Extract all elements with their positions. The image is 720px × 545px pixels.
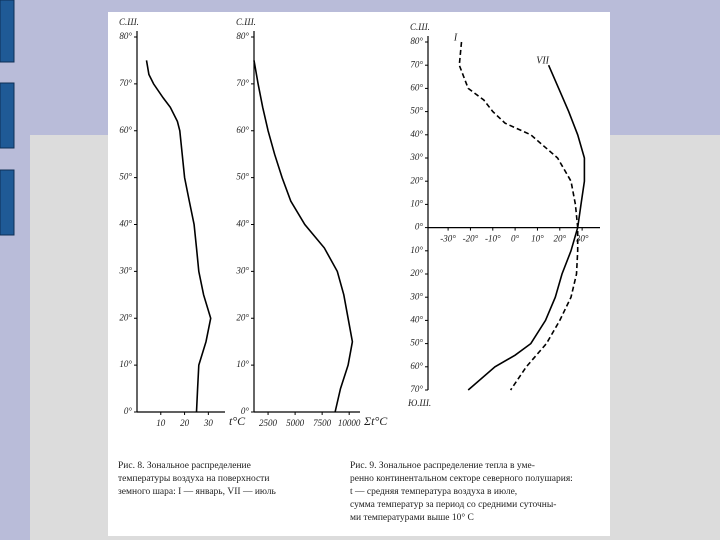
y-tick-label: 40° bbox=[119, 219, 132, 229]
caption-line: Рис. 9. Зональное распределение тепла в … bbox=[350, 461, 535, 471]
x-tick-label: 10 bbox=[156, 418, 166, 428]
y-tick-label: 70° bbox=[119, 78, 132, 88]
top-label: С.Ш. bbox=[236, 17, 256, 27]
y-tick-label: 50° bbox=[236, 172, 249, 182]
y-tick-label: 50° bbox=[410, 106, 423, 116]
y-tick-label: 40° bbox=[410, 314, 423, 324]
y-tick-label: 10° bbox=[410, 245, 423, 255]
x-tick-label: -10° bbox=[485, 234, 501, 244]
y-tick-label: 80° bbox=[236, 31, 249, 41]
y-tick-label: 50° bbox=[410, 338, 423, 348]
y-tick-label: 80° bbox=[410, 36, 423, 46]
x-tick-label: -20° bbox=[463, 234, 479, 244]
caption-line: t — средняя температура воздуха в июле, bbox=[350, 487, 517, 497]
caption-line: ренно континентальном секторе северного … bbox=[350, 474, 573, 484]
y-tick-label: 70° bbox=[410, 384, 423, 394]
series-line bbox=[253, 60, 354, 413]
x-tick-label: 10000 bbox=[338, 418, 361, 428]
y-tick-label: 20° bbox=[410, 268, 423, 278]
y-tick-label: 60° bbox=[119, 125, 132, 135]
x-tick-label: 5000 bbox=[286, 418, 305, 428]
scan-page bbox=[108, 12, 610, 536]
top-label: С.Ш. bbox=[119, 17, 139, 27]
x-tick-label: 7500 bbox=[313, 418, 332, 428]
y-tick-label: 30° bbox=[409, 291, 423, 301]
top-label: С.Ш. bbox=[410, 22, 430, 32]
x-tick-label: 30° bbox=[575, 234, 589, 244]
caption-line: Рис. 8. Зональное распределение bbox=[118, 461, 251, 471]
side-tab bbox=[0, 82, 15, 149]
y-tick-label: 0° bbox=[415, 222, 424, 232]
series-line bbox=[458, 41, 579, 391]
series-line bbox=[145, 60, 212, 413]
y-tick-label: 30° bbox=[118, 265, 132, 275]
x-tick-label: 20 bbox=[180, 418, 190, 428]
caption-line: сумма температур за период со средними с… bbox=[350, 500, 556, 510]
x-tick-label: 20° bbox=[553, 234, 566, 244]
y-tick-label: 20° bbox=[410, 175, 423, 185]
x-tick-label: 10° bbox=[531, 234, 544, 244]
y-tick-label: 80° bbox=[119, 31, 132, 41]
x-tick-label: 30 bbox=[203, 418, 214, 428]
x-axis-label: Σt°C bbox=[363, 414, 388, 428]
x-axis-label: t°C bbox=[229, 414, 246, 428]
y-tick-label: 10° bbox=[410, 198, 423, 208]
y-tick-label: 70° bbox=[236, 78, 249, 88]
y-tick-label: 50° bbox=[119, 172, 132, 182]
series-label: I bbox=[453, 32, 458, 43]
side-tab bbox=[0, 169, 15, 236]
caption-line: земного шара: I — январь, VII — июль bbox=[118, 487, 277, 497]
y-tick-label: 10° bbox=[236, 359, 249, 369]
caption-line: ми температурами выше 10° С bbox=[350, 512, 474, 523]
y-tick-label: 60° bbox=[410, 361, 423, 371]
x-tick-label: 0° bbox=[511, 234, 520, 244]
x-tick-label: 2500 bbox=[259, 418, 278, 428]
side-tab bbox=[0, 0, 15, 63]
y-tick-label: 40° bbox=[236, 219, 249, 229]
y-tick-label: 30° bbox=[409, 152, 423, 162]
y-tick-label: 10° bbox=[119, 359, 132, 369]
y-tick-label: 0° bbox=[124, 406, 133, 416]
y-tick-label: 30° bbox=[235, 265, 249, 275]
y-tick-label: 70° bbox=[410, 59, 423, 69]
y-tick-label: 60° bbox=[236, 125, 249, 135]
series-label: VII bbox=[536, 55, 549, 66]
y-tick-label: 20° bbox=[236, 312, 249, 322]
caption-line: температуры воздуха на поверхности bbox=[118, 474, 269, 484]
y-tick-label: 20° bbox=[119, 312, 132, 322]
y-tick-label: 0° bbox=[241, 406, 250, 416]
bottom-label: Ю.Ш. bbox=[407, 398, 431, 408]
series-line bbox=[467, 64, 586, 391]
x-tick-label: -30° bbox=[440, 234, 456, 244]
y-tick-label: 40° bbox=[410, 129, 423, 139]
y-tick-label: 60° bbox=[410, 82, 423, 92]
